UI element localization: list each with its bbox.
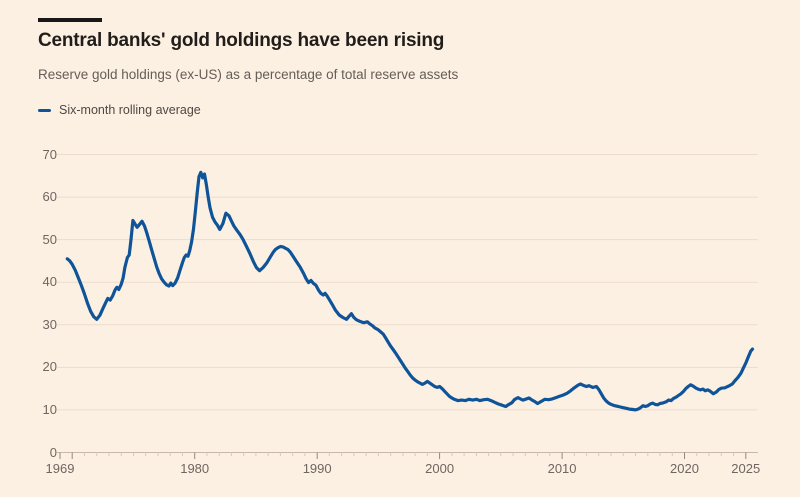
x-axis-tick-label: 1969: [45, 461, 75, 476]
legend-label: Six-month rolling average: [59, 103, 201, 117]
y-axis-tick-label: 50: [42, 231, 57, 247]
y-axis-tick-label: 0: [49, 444, 57, 460]
x-axis-tick-label: 1980: [180, 461, 210, 476]
page-subtitle: Reserve gold holdings (ex-US) as a perce…: [38, 67, 459, 82]
data-line: [65, 170, 755, 412]
y-axis-tick-label: 10: [42, 401, 57, 417]
y-axis-tick-label: 60: [42, 189, 57, 205]
legend-line-swatch: [38, 108, 51, 112]
y-axis-tick-label: 20: [42, 359, 57, 375]
x-axis-tick-label: 2010: [547, 461, 577, 476]
y-axis-tick-label: 40: [42, 274, 57, 290]
x-axis-tick-label: 2020: [670, 461, 699, 476]
legend: Six-month rolling average: [38, 103, 201, 117]
y-axis-tick-label: 30: [42, 316, 57, 332]
title-rule: [38, 18, 102, 22]
x-axis-tick-label: 2000: [425, 461, 455, 476]
y-axis-tick-label: 70: [42, 146, 57, 162]
x-axis-tick-label: 2025: [731, 461, 761, 476]
x-axis-tick-label: 1990: [302, 461, 332, 476]
page-title: Central banks' gold holdings have been r…: [38, 30, 445, 51]
